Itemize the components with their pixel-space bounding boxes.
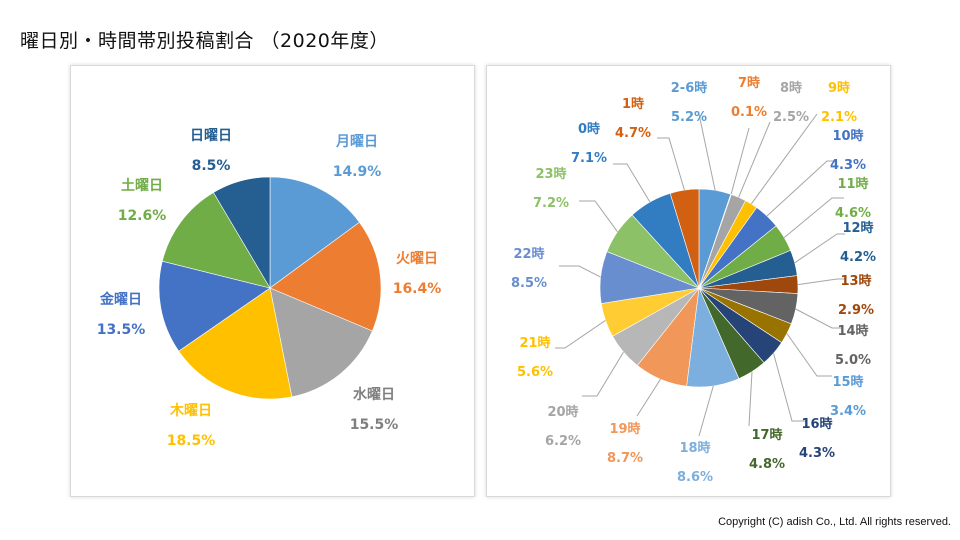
- hour-leader-line-19: [613, 163, 651, 203]
- weekday-value-label-5: 13.5%: [97, 322, 146, 338]
- weekday-slice-5: [158, 260, 271, 352]
- weekday-value-label-6: 12.6%: [118, 208, 167, 224]
- hour-category-label-7: 12時: [842, 220, 873, 236]
- weekday-slice-2: [269, 221, 382, 332]
- weekday-category-label-6: 土曜日: [121, 177, 163, 194]
- hour-value-label-1: 5.2%: [671, 110, 707, 125]
- hour-category-label-20: 1時: [622, 96, 644, 112]
- hour-category-label-8: 13時: [840, 273, 871, 289]
- weekday-slice-4: [178, 287, 293, 400]
- weekday-value-label-7: 8.5%: [192, 158, 231, 174]
- hour-value-label-20: 4.7%: [615, 126, 651, 141]
- hour-category-label-2: 7時: [738, 75, 760, 91]
- weekday-pie-chart-panel: 月曜日 14.9% 火曜日 16.4% 水曜日 15.5% 木曜日 18.5% 金曜日 13.5%…: [70, 65, 475, 497]
- hour-category-label-9: 14時: [837, 323, 868, 339]
- hour-leader-line-15: [582, 351, 624, 397]
- hour-leader-line-10: [786, 333, 832, 377]
- hour-value-label-14: 8.7%: [607, 451, 643, 466]
- weekday-value-label-2: 16.4%: [393, 281, 442, 297]
- hour-leader-line-7: [794, 233, 845, 264]
- weekday-slice-6: [161, 192, 271, 289]
- weekday-category-label-1: 月曜日: [335, 134, 378, 150]
- hourly-pie-chart-panel: 2-6時 5.2% 7時 0.1% 8時 2.5% 9時 2.1% 10時 4.3% 11時 4.6%…: [486, 65, 891, 497]
- hour-value-label-5: 4.3%: [830, 158, 866, 173]
- hour-value-label-8: 2.9%: [838, 303, 874, 318]
- hour-leader-line-20: [657, 137, 685, 191]
- hour-category-label-17: 22時: [513, 246, 544, 262]
- hourly-pie-chart: 2-6時 5.2% 7時 0.1% 8時 2.5% 9時 2.1% 10時 4.3% 11時 4.6%…: [511, 75, 876, 485]
- hour-value-label-18: 7.2%: [533, 196, 569, 211]
- copyright-notice: Copyright (C) adish Co., Ltd. All rights…: [718, 516, 951, 528]
- hour-leader-line-9: [795, 308, 842, 329]
- hour-category-label-15: 20時: [547, 404, 578, 420]
- hour-value-label-16: 5.6%: [517, 365, 553, 380]
- hour-value-label-11: 4.3%: [799, 446, 835, 461]
- hour-value-label-17: 8.5%: [511, 276, 547, 291]
- weekday-category-label-7: 日曜日: [190, 128, 232, 144]
- hour-value-label-4: 2.1%: [821, 110, 857, 125]
- weekday-pie-chart: 月曜日 14.9% 火曜日 16.4% 水曜日 15.5% 木曜日 18.5% 金曜日 13.5%…: [97, 128, 442, 449]
- hour-category-label-11: 16時: [801, 416, 832, 432]
- hour-category-label-18: 23時: [535, 166, 566, 182]
- hour-value-label-10: 3.4%: [830, 404, 866, 419]
- hour-category-label-4: 9時: [828, 80, 850, 96]
- hour-category-label-14: 19時: [609, 421, 640, 437]
- hour-value-label-15: 6.2%: [545, 434, 581, 449]
- hour-value-label-7: 4.2%: [840, 250, 876, 265]
- hour-value-label-2: 0.1%: [731, 105, 767, 120]
- hour-value-label-3: 2.5%: [773, 110, 809, 125]
- hour-category-label-13: 18時: [679, 440, 710, 456]
- hour-leader-line-16: [555, 319, 606, 349]
- weekday-category-label-4: 木曜日: [169, 402, 212, 419]
- hour-category-label-3: 8時: [780, 80, 802, 96]
- hour-leader-line-6: [783, 197, 844, 238]
- weekday-slice-7: [213, 176, 271, 290]
- hour-category-label-6: 11時: [837, 176, 868, 192]
- weekday-value-label-1: 14.9%: [333, 164, 382, 180]
- weekday-category-label-5: 金曜日: [99, 291, 142, 308]
- hour-leader-line-5: [766, 160, 837, 217]
- weekday-category-label-2: 火曜日: [396, 251, 438, 267]
- page-title: 曜日別・時間帯別投稿割合 （2020年度）: [20, 30, 389, 52]
- weekday-slice-3: [269, 287, 373, 398]
- hour-leader-line-3: [738, 121, 771, 198]
- hour-leader-line-12: [748, 371, 753, 427]
- hour-leader-line-18: [579, 200, 618, 233]
- hour-leader-line-11: [773, 353, 805, 422]
- hour-category-label-19: 0時: [578, 121, 600, 137]
- weekday-category-label-3: 水曜日: [353, 386, 395, 403]
- hour-category-label-12: 17時: [751, 427, 782, 443]
- hour-value-label-6: 4.6%: [835, 206, 871, 221]
- weekday-slice-1: [269, 176, 360, 289]
- hour-leader-line-2: [730, 127, 750, 195]
- hour-category-label-1: 2-6時: [671, 80, 708, 96]
- hour-value-label-13: 8.6%: [677, 470, 713, 485]
- hour-leader-line-4: [750, 113, 818, 205]
- weekday-value-label-3: 15.5%: [350, 417, 399, 433]
- hour-leader-line-1: [698, 113, 716, 191]
- hour-category-label-5: 10時: [832, 128, 863, 144]
- hour-leader-line-8: [797, 278, 845, 286]
- hour-value-label-19: 7.1%: [571, 151, 607, 166]
- hour-leader-line-14: [636, 378, 661, 417]
- hour-leader-line-13: [698, 385, 714, 437]
- hour-category-label-16: 21時: [519, 335, 550, 351]
- hour-value-label-12: 4.8%: [749, 457, 785, 472]
- hour-leader-line-17: [559, 265, 601, 278]
- hour-category-label-10: 15時: [832, 374, 863, 390]
- weekday-value-label-4: 18.5%: [167, 433, 216, 449]
- hour-value-label-9: 5.0%: [835, 353, 871, 368]
